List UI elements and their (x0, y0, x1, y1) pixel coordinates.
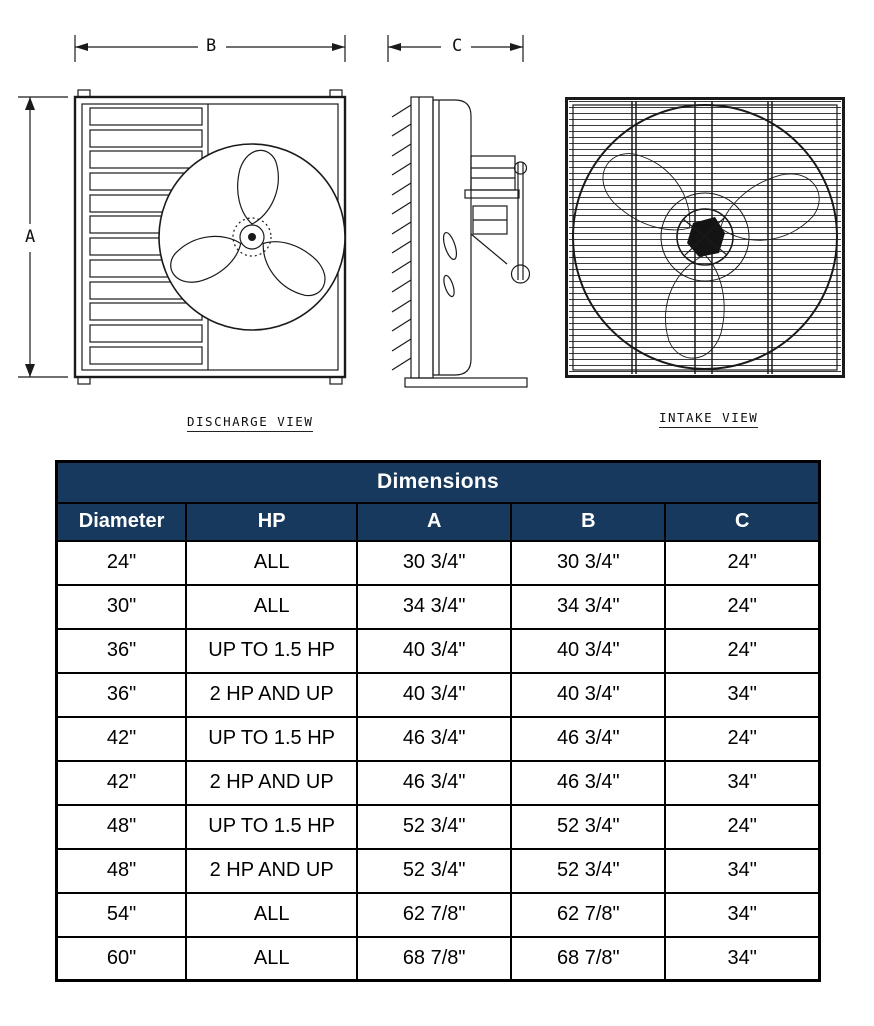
table-cell: 42" (55, 759, 188, 806)
table-row: 36" 2 HP AND UP 40 3/4" 40 3/4" 34" (55, 671, 821, 718)
table-cell: 24" (664, 715, 821, 762)
table-cell: 24" (664, 627, 821, 674)
table-cell: 30 3/4" (356, 539, 513, 586)
table-cell: 46 3/4" (356, 759, 513, 806)
table-cell: ALL (185, 935, 359, 982)
table-cell: 62 7/8" (356, 891, 513, 938)
table-cell: 52 3/4" (510, 803, 667, 850)
table-cell: 24" (55, 539, 188, 586)
table-cell: UP TO 1.5 HP (185, 715, 359, 762)
table-title: Dimensions (55, 460, 821, 504)
intake-view-drawing (565, 97, 845, 378)
discharge-view-caption: DISCHARGE VIEW (187, 414, 314, 432)
column-header-a: A (356, 501, 513, 542)
table-cell: 2 HP AND UP (185, 759, 359, 806)
table-cell: 24" (664, 583, 821, 630)
table-cell: 36" (55, 671, 188, 718)
table-cell: 42" (55, 715, 188, 762)
dimensions-table-body: 24" ALL 30 3/4" 30 3/4" 24" 30" ALL 34 3/4" 34 3… (55, 539, 821, 982)
table-cell: 68 7/8" (510, 935, 667, 982)
table-cell: 40 3/4" (510, 627, 667, 674)
table-cell: 2 HP AND UP (185, 671, 359, 718)
table-cell: 40 3/4" (356, 627, 513, 674)
table-row: 36" UP TO 1.5 HP 40 3/4" 40 3/4" 24" (55, 627, 821, 674)
table-cell: 48" (55, 803, 188, 850)
table-cell: 30 3/4" (510, 539, 667, 586)
dimension-label-c: C (450, 36, 465, 56)
table-cell: 34 3/4" (356, 583, 513, 630)
discharge-view-drawing: A B (12, 28, 357, 393)
table-header-row: Diameter HP A B C (55, 501, 821, 542)
table-row: 42" 2 HP AND UP 46 3/4" 46 3/4" 34" (55, 759, 821, 806)
table-cell: 52 3/4" (510, 847, 667, 894)
column-header-diameter: Diameter (55, 501, 188, 542)
table-cell: 46 3/4" (356, 715, 513, 762)
intake-view-svg (565, 97, 845, 378)
table-row: 60" ALL 68 7/8" 68 7/8" 34" (55, 935, 821, 982)
table-row: 48" UP TO 1.5 HP 52 3/4" 52 3/4" 24" (55, 803, 821, 850)
table-row: 30" ALL 34 3/4" 34 3/4" 24" (55, 583, 821, 630)
table-cell: 24" (664, 803, 821, 850)
table-cell: 34" (664, 847, 821, 894)
table-cell: 34" (664, 671, 821, 718)
table-cell: 46 3/4" (510, 759, 667, 806)
table-cell: ALL (185, 891, 359, 938)
table-cell: 52 3/4" (356, 803, 513, 850)
table-cell: 40 3/4" (356, 671, 513, 718)
side-view-svg (387, 35, 530, 388)
table-row: 24" ALL 30 3/4" 30 3/4" 24" (55, 539, 821, 586)
table-cell: 36" (55, 627, 188, 674)
table-row: 42" UP TO 1.5 HP 46 3/4" 46 3/4" 24" (55, 715, 821, 762)
discharge-view-svg (18, 35, 347, 385)
table-cell: 68 7/8" (356, 935, 513, 982)
intake-view-caption: INTAKE VIEW (659, 410, 759, 428)
table-cell: 34 3/4" (510, 583, 667, 630)
dimension-label-b: B (204, 36, 219, 56)
table-cell: 30" (55, 583, 188, 630)
table-cell: UP TO 1.5 HP (185, 627, 359, 674)
table-cell: 52 3/4" (356, 847, 513, 894)
table-cell: 46 3/4" (510, 715, 667, 762)
column-header-hp: HP (185, 501, 359, 542)
table-row: 48" 2 HP AND UP 52 3/4" 52 3/4" 34" (55, 847, 821, 894)
table-cell: ALL (185, 539, 359, 586)
dimension-label-a: A (23, 227, 38, 247)
table-cell: 62 7/8" (510, 891, 667, 938)
table-cell: 48" (55, 847, 188, 894)
table-cell: 2 HP AND UP (185, 847, 359, 894)
table-cell: 24" (664, 539, 821, 586)
column-header-c: C (664, 501, 821, 542)
table-cell: UP TO 1.5 HP (185, 803, 359, 850)
table-cell: 34" (664, 935, 821, 982)
table-cell: 34" (664, 891, 821, 938)
table-cell: 34" (664, 759, 821, 806)
column-header-b: B (510, 501, 667, 542)
table-title-row: Dimensions (55, 460, 821, 504)
table-cell: 40 3/4" (510, 671, 667, 718)
dimensions-table: Dimensions Diameter HP A B C 24" ALL 30 3/… (55, 460, 821, 982)
table-cell: ALL (185, 583, 359, 630)
side-view-drawing: C (375, 28, 530, 393)
table-cell: 60" (55, 935, 188, 982)
table-cell: 54" (55, 891, 188, 938)
table-row: 54" ALL 62 7/8" 62 7/8" 34" (55, 891, 821, 938)
